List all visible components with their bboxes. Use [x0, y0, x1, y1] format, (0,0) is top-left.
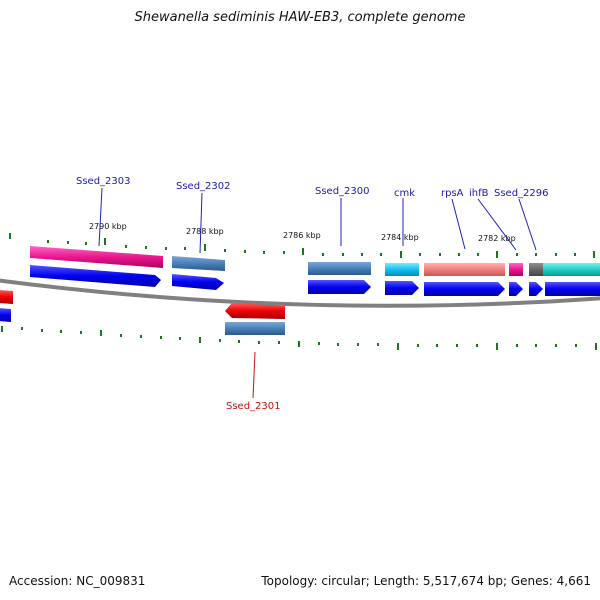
gene-label-ssed-2301[interactable]: Ssed_2301	[226, 401, 281, 412]
gene-block-cmk	[385, 263, 419, 276]
gene-block-ssed-2300	[308, 262, 371, 275]
gene-label-cmk[interactable]: cmk	[394, 188, 415, 199]
cds-arrow-ihfb	[509, 282, 523, 296]
scale-tick-label: 2786 kbp	[283, 231, 321, 240]
scale-tick-label: 2784 kbp	[381, 233, 419, 242]
gene-label-ssed-2296[interactable]: Ssed_2296	[494, 188, 549, 199]
cds-arrow-left-partial-blue	[0, 308, 11, 322]
gene-block-ssed-2303	[30, 246, 163, 268]
cds-plus-track	[30, 265, 600, 296]
cds-arrow-ssed-2300	[308, 280, 371, 294]
gene-label-ssed-2303[interactable]: Ssed_2303	[76, 176, 131, 187]
gene-label-ssed-2302[interactable]: Ssed_2302	[176, 181, 231, 192]
gene-block-ssed-2296	[543, 263, 600, 276]
cds-arrow-ssed-2301	[225, 303, 285, 319]
cds-minus-track	[0, 290, 285, 335]
inner-tick-row	[1, 326, 597, 350]
scale-tick-label: 2788 kbp	[186, 227, 224, 236]
scale-tick-label: 2782 kbp	[478, 234, 516, 243]
cds-arrow-ssed-2297	[529, 282, 543, 296]
gene-label-ssed-2300[interactable]: Ssed_2300	[315, 186, 370, 197]
cds-arrow-rpsa	[424, 282, 505, 296]
cds-arrow-left-partial-red	[0, 290, 13, 304]
cds-arrow-ssed-2302	[172, 274, 224, 290]
gene-block-ihfb	[509, 263, 523, 276]
gene-block-ssed-2297	[529, 263, 543, 276]
genome-summary-text: Topology: circular; Length: 5,517,674 bp…	[261, 574, 591, 588]
gene-block-rpsa	[424, 263, 505, 276]
genome-backbone	[0, 278, 600, 308]
gene-track	[30, 246, 600, 276]
gene-label-rpsa[interactable]: rpsA	[441, 188, 464, 199]
label-leader-lines	[98, 187, 537, 254]
genome-title: Shewanella sediminis HAW-EB3, complete g…	[134, 10, 466, 25]
cds-arrow-ssed-2303	[30, 265, 161, 287]
gene-block-ssed-2302	[172, 256, 225, 271]
outer-tick-row	[9, 233, 595, 258]
cds-arrow-ssed-2296	[545, 282, 600, 296]
scale-tick-label: 2790 kbp	[89, 222, 127, 231]
accession-text: Accession: NC_009831	[9, 574, 146, 588]
label-leader-line-ssed-2301	[252, 351, 256, 399]
gene-label-ihfb[interactable]: ihfB	[469, 188, 489, 199]
gene-block-ssed-2301	[225, 322, 285, 335]
cds-arrow-cmk	[385, 281, 419, 295]
